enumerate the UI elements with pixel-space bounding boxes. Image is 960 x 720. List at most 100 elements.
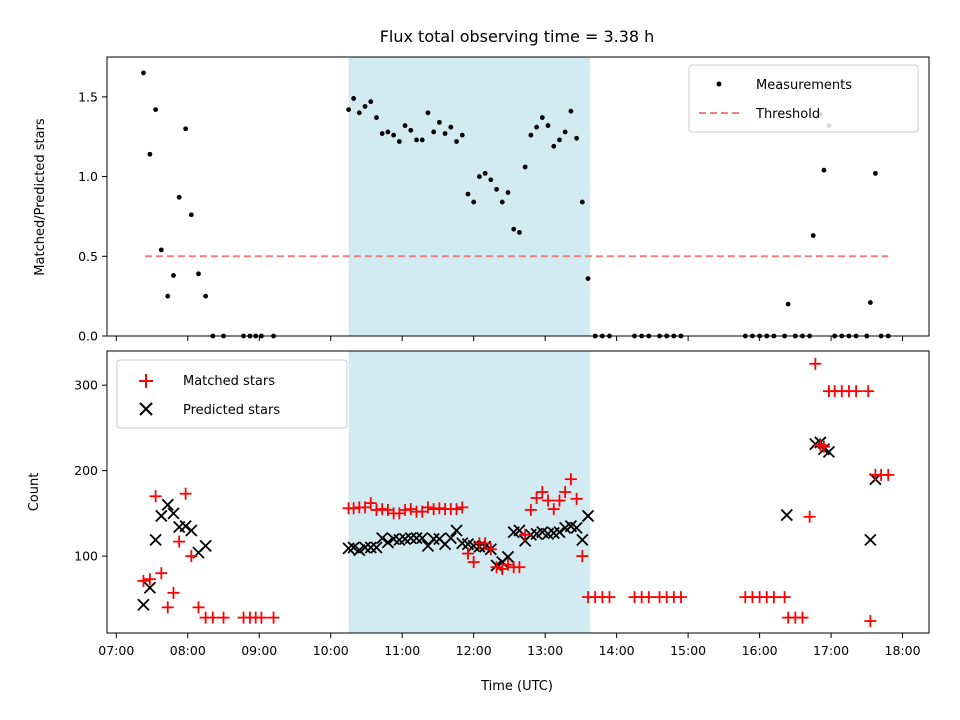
x-axis-label: Time (UTC) [480, 679, 553, 694]
bottom-panel: 100 200 300 07:00 08:00 09:00 10:00 11:00 12:00… [27, 350, 930, 694]
x-tick-label: 16:00 [742, 643, 778, 658]
top-y-axis-label: Matched/Predicted stars [33, 118, 48, 276]
measurement-point [505, 190, 511, 195]
matched-point [479, 537, 492, 550]
measurement-point [176, 194, 182, 200]
measurement-point [459, 132, 465, 138]
predicted-point-stroke [416, 532, 429, 545]
legend-matched-label: Matched stars [183, 374, 275, 389]
measurement-point [183, 126, 189, 132]
predicted-point-stroke [780, 508, 793, 522]
matched-point [559, 486, 572, 498]
measurement-point [196, 271, 201, 277]
matched-point [864, 615, 877, 628]
matched-point [421, 501, 434, 514]
measurement-point [867, 300, 873, 305]
predicted-point [137, 598, 150, 611]
matched-point [603, 591, 616, 604]
measurement-point [147, 151, 153, 157]
predicted-point-stroke [444, 532, 457, 545]
measurement-point [471, 199, 477, 205]
measurement-point [141, 70, 146, 76]
measurement-point [414, 137, 419, 143]
predicted-point-stroke [364, 541, 377, 554]
predicted-point [161, 498, 174, 511]
measurement-point [534, 124, 539, 130]
matched-point [490, 561, 503, 574]
predicted-point [581, 509, 595, 523]
measurement-point [454, 139, 459, 144]
matched-point [778, 591, 791, 604]
matched-point [501, 558, 514, 571]
matched-point [542, 494, 555, 507]
matched-point [143, 573, 156, 586]
predicted-point [822, 445, 836, 458]
matched-point [547, 503, 560, 516]
predicted-point-stroke [185, 524, 198, 537]
predicted-point [416, 532, 429, 545]
x-tick-label: 17:00 [813, 643, 849, 658]
matched-point [173, 535, 186, 548]
matched-point [484, 543, 497, 556]
measurement-point [545, 123, 551, 128]
top-shaded-interval [348, 57, 591, 336]
top-legend: Measurements Threshold [688, 64, 919, 133]
top-y-tick-label: 1.0 [78, 169, 98, 184]
predicted-point-stroke [179, 520, 192, 533]
legend-threshold-label: Threshold [755, 107, 820, 122]
predicted-point [143, 581, 157, 594]
measurement-point [517, 229, 522, 235]
predicted-point-stroke [376, 532, 389, 545]
predicted-point [199, 539, 212, 552]
predicted-point-stroke [553, 526, 566, 539]
matched-point [553, 494, 566, 507]
predicted-point [410, 532, 423, 545]
predicted-point [553, 526, 566, 539]
matched-point [467, 556, 480, 569]
matched-point [206, 611, 219, 624]
matched-point [862, 385, 875, 398]
bottom-shaded-interval [348, 351, 591, 633]
top-y-tick-label: 0.0 [78, 329, 98, 344]
measurement-point [810, 233, 816, 238]
measurement-point [785, 301, 791, 307]
predicted-point [155, 509, 168, 523]
matched-point [796, 611, 809, 624]
matched-point [513, 561, 526, 574]
measurement-point [171, 273, 176, 278]
predicted-point-stroke [564, 520, 578, 533]
x-tick-label: 11:00 [384, 643, 420, 658]
measurement-point [499, 199, 505, 205]
x-tick-label: 09:00 [241, 643, 277, 658]
predicted-point-stroke [501, 550, 515, 564]
top-panel: 0.0 0.5 1.0 1.5 Matched/Predicted stars Mea… [33, 56, 930, 344]
measurement-point [488, 177, 494, 183]
matched-point [364, 497, 377, 510]
predicted-point-stroke [570, 521, 583, 535]
measurement-point [379, 131, 385, 136]
top-x-ticks [115, 336, 904, 341]
measurement-point [511, 226, 517, 232]
predicted-point [570, 521, 583, 535]
predicted-point [404, 532, 417, 545]
matched-point [564, 473, 577, 486]
measurement-point [165, 293, 171, 299]
measurement-point [482, 170, 488, 176]
bottom-y-axis-label: Count [27, 473, 42, 512]
predicted-point [444, 532, 457, 545]
predicted-point-stroke [199, 539, 212, 552]
matched-point [267, 611, 280, 624]
predicted-point-stroke [149, 533, 162, 546]
measurement-point [448, 124, 454, 130]
measurement-point [408, 127, 414, 133]
measurement-point [203, 293, 209, 299]
matched-point [167, 586, 180, 599]
matched-point [576, 550, 589, 563]
measurement-point [528, 132, 534, 138]
measurement-point [431, 129, 437, 135]
legend-measurements-label: Measurements [756, 78, 852, 93]
predicted-point-stroke [822, 445, 836, 458]
matched-point [803, 510, 816, 523]
measurement-point [494, 186, 499, 192]
predicted-point-stroke [467, 539, 480, 552]
